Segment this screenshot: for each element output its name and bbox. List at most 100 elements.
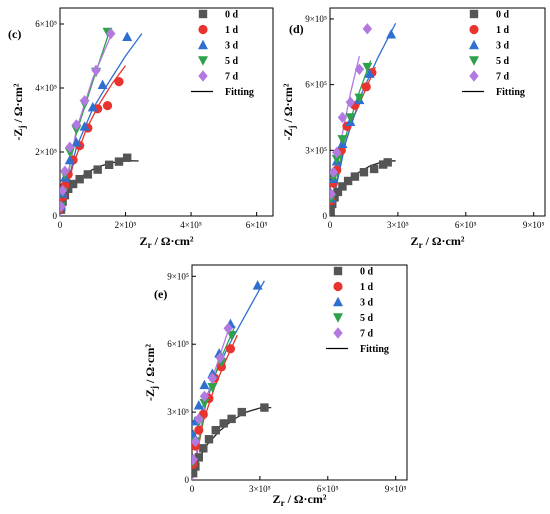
- legend-marker: [198, 70, 208, 82]
- legend-label: 5 d: [225, 56, 239, 67]
- legend: 0 d 1 d 3 d 5 d 7 d Fitting: [462, 10, 525, 98]
- legend-marker: [333, 327, 343, 339]
- x-tick-label: 2×10⁵: [115, 220, 137, 230]
- data-point-0d: [60, 197, 67, 206]
- data-point-0d: [383, 158, 392, 167]
- legend-label: 3 d: [225, 41, 239, 52]
- data-point-5d: [354, 93, 365, 103]
- data-point-0d: [219, 419, 228, 428]
- data-point-1d: [114, 77, 124, 87]
- data-point-5d: [199, 398, 210, 409]
- plot-area: [192, 280, 272, 480]
- legend-label: 7 d: [496, 72, 510, 83]
- y-tick-label: 6×10⁵: [35, 19, 57, 29]
- x-tick-label: 9×10⁵: [385, 484, 407, 494]
- data-point-3d: [364, 68, 375, 78]
- legend-label: 1 d: [225, 25, 239, 36]
- data-point-7d: [362, 23, 373, 35]
- legend-label: 3 d: [496, 41, 510, 52]
- data-point-7d: [192, 435, 201, 448]
- fit-curve-1d: [60, 65, 127, 216]
- x-tick-label: 6×10⁵: [317, 484, 339, 494]
- y-axis-label-main: -Z: [143, 389, 157, 401]
- data-point-7d: [71, 119, 82, 131]
- y-tick-label: 6×10⁵: [167, 339, 189, 349]
- panel-1: (d) 0 3×10⁵ 6×10⁵ 9×10⁵ 0 3×10⁵ 6×10⁵ 9×10⁵ Zr / …: [281, 7, 546, 250]
- data-point-0d: [68, 179, 78, 189]
- data-point-3d: [71, 137, 82, 147]
- plot-area: [60, 27, 143, 216]
- data-point-1d: [194, 425, 204, 435]
- data-point-3d: [386, 29, 397, 39]
- legend: 0 d 1 d 3 d 5 d 7 d Fitting: [191, 10, 254, 98]
- x-axis-label: Zr / Ω·cm²: [140, 234, 194, 250]
- panel-2: (e) 0 3×10⁵ 6×10⁵ 9×10⁵ 0 3×10⁵ 6×10⁵ 9×10⁵ Zr / …: [143, 264, 408, 508]
- y-axis-label-unit: / Ω·cm²: [143, 344, 157, 386]
- data-point-7d: [354, 63, 365, 76]
- x-tick-label: 9×10⁵: [523, 220, 545, 230]
- y-axis-label-unit: / Ω·cm²: [11, 83, 25, 125]
- y-tick-label: 6×10⁵: [305, 80, 327, 90]
- plot-frame: [59, 7, 274, 217]
- data-point-3d: [64, 154, 75, 165]
- y-axis-label: -Zj / Ω·cm²: [281, 83, 297, 140]
- legend-label: 5 d: [496, 56, 510, 67]
- data-point-0d: [75, 175, 84, 184]
- x-tick-label: 3×10⁵: [387, 220, 409, 230]
- x-tick-label: 3×10⁵: [249, 484, 271, 494]
- data-point-7d: [337, 111, 348, 124]
- data-point-1d: [225, 344, 236, 354]
- x-axis-label-main: Z: [273, 492, 281, 506]
- data-point-0d: [343, 176, 353, 186]
- data-point-0d: [338, 182, 347, 191]
- y-tick-label: 0: [185, 475, 190, 485]
- data-point-7d: [65, 141, 75, 153]
- data-point-0d: [192, 469, 198, 478]
- plot-area: [330, 23, 397, 216]
- data-point-7d: [60, 184, 68, 197]
- y-axis-label-unit: / Ω·cm²: [281, 83, 295, 125]
- legend-marker: [333, 266, 343, 276]
- y-tick-label: 0: [323, 211, 328, 221]
- x-tick-label: 4×10⁵: [180, 220, 202, 230]
- plot-frame: [191, 264, 408, 481]
- data-point-3d: [199, 379, 210, 390]
- data-point-0d: [104, 160, 114, 169]
- data-point-0d: [330, 207, 335, 216]
- data-point-0d: [260, 403, 269, 412]
- y-tick-label: 0: [53, 211, 58, 221]
- x-axis-label-sub: r: [148, 240, 152, 250]
- y-tick-label: 3×10⁵: [305, 145, 327, 155]
- legend-label: 7 d: [225, 72, 239, 83]
- legend-label: 0 d: [225, 10, 239, 21]
- data-point-7d: [79, 95, 90, 107]
- legend-label: Fitting: [496, 87, 525, 98]
- y-tick-label: 9×10⁵: [167, 271, 189, 281]
- legend-label: 3 d: [360, 298, 374, 309]
- data-point-7d: [194, 413, 204, 425]
- legend-marker: [198, 24, 208, 35]
- data-point-5d: [226, 330, 237, 341]
- data-point-0d: [359, 168, 369, 177]
- x-tick-label: 6×10⁵: [455, 220, 477, 230]
- data-point-7d: [330, 166, 339, 178]
- x-axis-label-unit: / Ω·cm²: [423, 234, 465, 248]
- data-point-5d: [362, 62, 373, 73]
- legend-label: 0 d: [360, 267, 374, 278]
- legend-marker: [333, 281, 343, 292]
- x-axis-label-unit: / Ω·cm²: [152, 234, 194, 248]
- plot-frame: [329, 7, 546, 217]
- data-point-7d: [207, 372, 218, 384]
- data-point-0d: [194, 453, 203, 462]
- x-tick-label: 6×10⁵: [246, 220, 268, 230]
- y-tick-label: 4×10⁵: [35, 83, 57, 93]
- y-axis-label-main: -Z: [11, 128, 25, 140]
- data-point-0d: [369, 164, 379, 174]
- fit-curve-3d: [330, 23, 397, 216]
- legend-marker: [469, 70, 479, 82]
- data-point-3d: [97, 79, 108, 89]
- legend-label: 5 d: [360, 313, 374, 324]
- x-axis-label-unit: / Ω·cm²: [285, 492, 327, 506]
- y-axis-label-sub: j: [149, 386, 159, 390]
- y-tick-label: 2×10⁵: [35, 147, 57, 157]
